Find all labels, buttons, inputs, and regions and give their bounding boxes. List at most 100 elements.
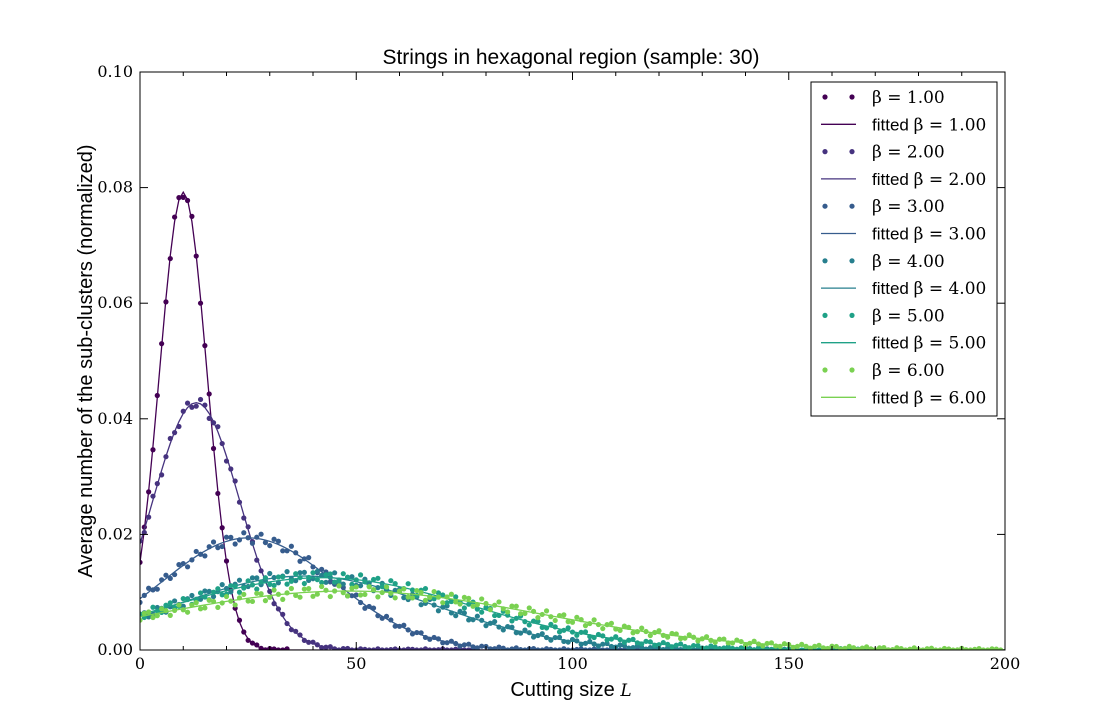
data-point bbox=[591, 646, 597, 650]
data-point bbox=[357, 646, 364, 650]
data-point bbox=[184, 564, 191, 570]
data-point bbox=[509, 603, 515, 609]
data-point bbox=[154, 586, 160, 592]
data-point bbox=[288, 585, 294, 592]
data-point bbox=[197, 606, 204, 612]
data-point bbox=[258, 531, 264, 537]
data-point bbox=[275, 574, 281, 580]
data-point bbox=[578, 646, 584, 650]
data-point bbox=[600, 625, 606, 632]
data-point bbox=[448, 591, 454, 597]
data-point bbox=[375, 575, 381, 581]
legend-frame bbox=[810, 81, 998, 417]
data-point bbox=[323, 572, 329, 578]
x-axis-label: Cutting size L bbox=[510, 679, 631, 701]
data-point bbox=[301, 586, 307, 592]
data-point bbox=[574, 646, 580, 650]
legend-label: fitted β = 5.00 bbox=[872, 334, 986, 354]
data-point bbox=[284, 581, 290, 587]
data-point bbox=[210, 539, 217, 545]
data-point bbox=[479, 596, 485, 602]
data-point bbox=[535, 615, 541, 621]
data-point bbox=[293, 628, 299, 634]
data-point bbox=[215, 586, 221, 592]
data-point bbox=[522, 610, 528, 617]
data-point bbox=[163, 572, 169, 578]
data-point bbox=[474, 613, 480, 619]
legend-entry-scatter: β = 1.00 bbox=[822, 88, 945, 108]
data-point bbox=[431, 588, 437, 595]
data-point bbox=[197, 396, 204, 403]
legend-label: β = 3.00 bbox=[872, 197, 945, 217]
data-point bbox=[574, 614, 580, 620]
data-point bbox=[535, 618, 541, 624]
data-point bbox=[357, 572, 364, 578]
data-point bbox=[751, 638, 757, 644]
data-point bbox=[388, 578, 394, 584]
legend-marker bbox=[849, 94, 855, 100]
data-point bbox=[492, 618, 498, 625]
data-point bbox=[370, 576, 377, 583]
data-point bbox=[236, 577, 243, 583]
legend-marker bbox=[822, 149, 828, 155]
data-point bbox=[470, 603, 476, 609]
data-point bbox=[189, 404, 195, 410]
data-point bbox=[301, 637, 307, 644]
data-point bbox=[591, 617, 597, 623]
data-point bbox=[405, 646, 411, 650]
data-point bbox=[530, 634, 537, 640]
data-point bbox=[314, 591, 320, 597]
data-point bbox=[219, 543, 225, 550]
data-point bbox=[613, 634, 619, 640]
data-point bbox=[362, 646, 368, 650]
data-point bbox=[379, 584, 385, 590]
data-point bbox=[466, 617, 472, 623]
axis-ticks: 0 50 100 150 200 0.00 0.02 0.04 0.06 0.08 0.10 bbox=[97, 62, 1020, 673]
series-beta-2.00 bbox=[140, 396, 1005, 650]
data-point bbox=[543, 646, 550, 650]
fit-line bbox=[140, 590, 1005, 650]
data-point bbox=[479, 609, 485, 615]
data-point bbox=[496, 599, 502, 605]
data-point bbox=[509, 618, 515, 624]
y-tick-label: 0.06 bbox=[97, 293, 133, 312]
data-point bbox=[236, 589, 243, 595]
data-point bbox=[288, 627, 294, 633]
data-point bbox=[232, 602, 238, 608]
data-point bbox=[336, 583, 342, 589]
data-point bbox=[678, 636, 684, 642]
data-point bbox=[258, 591, 264, 597]
data-point bbox=[396, 588, 403, 594]
data-point bbox=[297, 594, 303, 600]
data-point bbox=[582, 623, 589, 629]
data-point bbox=[349, 574, 355, 580]
data-point bbox=[401, 586, 407, 592]
legend-entry-scatter: β = 5.00 bbox=[822, 306, 945, 326]
data-point bbox=[375, 646, 381, 650]
data-point bbox=[483, 604, 489, 610]
data-point bbox=[140, 617, 143, 623]
data-point bbox=[427, 647, 433, 650]
legend-marker bbox=[849, 258, 855, 264]
data-point bbox=[176, 602, 182, 608]
data-point bbox=[167, 600, 173, 606]
data-point bbox=[310, 593, 316, 599]
data-point bbox=[621, 639, 628, 646]
data-point bbox=[518, 611, 524, 617]
legend-label: β = 2.00 bbox=[872, 143, 945, 163]
legend-entry-fit: fitted β = 2.00 bbox=[821, 170, 986, 190]
data-point bbox=[569, 619, 576, 625]
data-point bbox=[310, 570, 316, 576]
y-tick-label: 0.10 bbox=[97, 62, 133, 81]
data-point bbox=[332, 570, 338, 576]
data-point bbox=[505, 609, 511, 615]
data-point bbox=[487, 607, 493, 613]
chart-title: Strings in hexagonal region (sample: 30) bbox=[382, 46, 759, 69]
data-point bbox=[444, 600, 450, 606]
data-point bbox=[431, 596, 437, 602]
x-tick-label: 150 bbox=[773, 654, 804, 673]
data-point bbox=[332, 579, 338, 585]
data-point bbox=[267, 542, 273, 549]
data-point bbox=[167, 612, 173, 619]
